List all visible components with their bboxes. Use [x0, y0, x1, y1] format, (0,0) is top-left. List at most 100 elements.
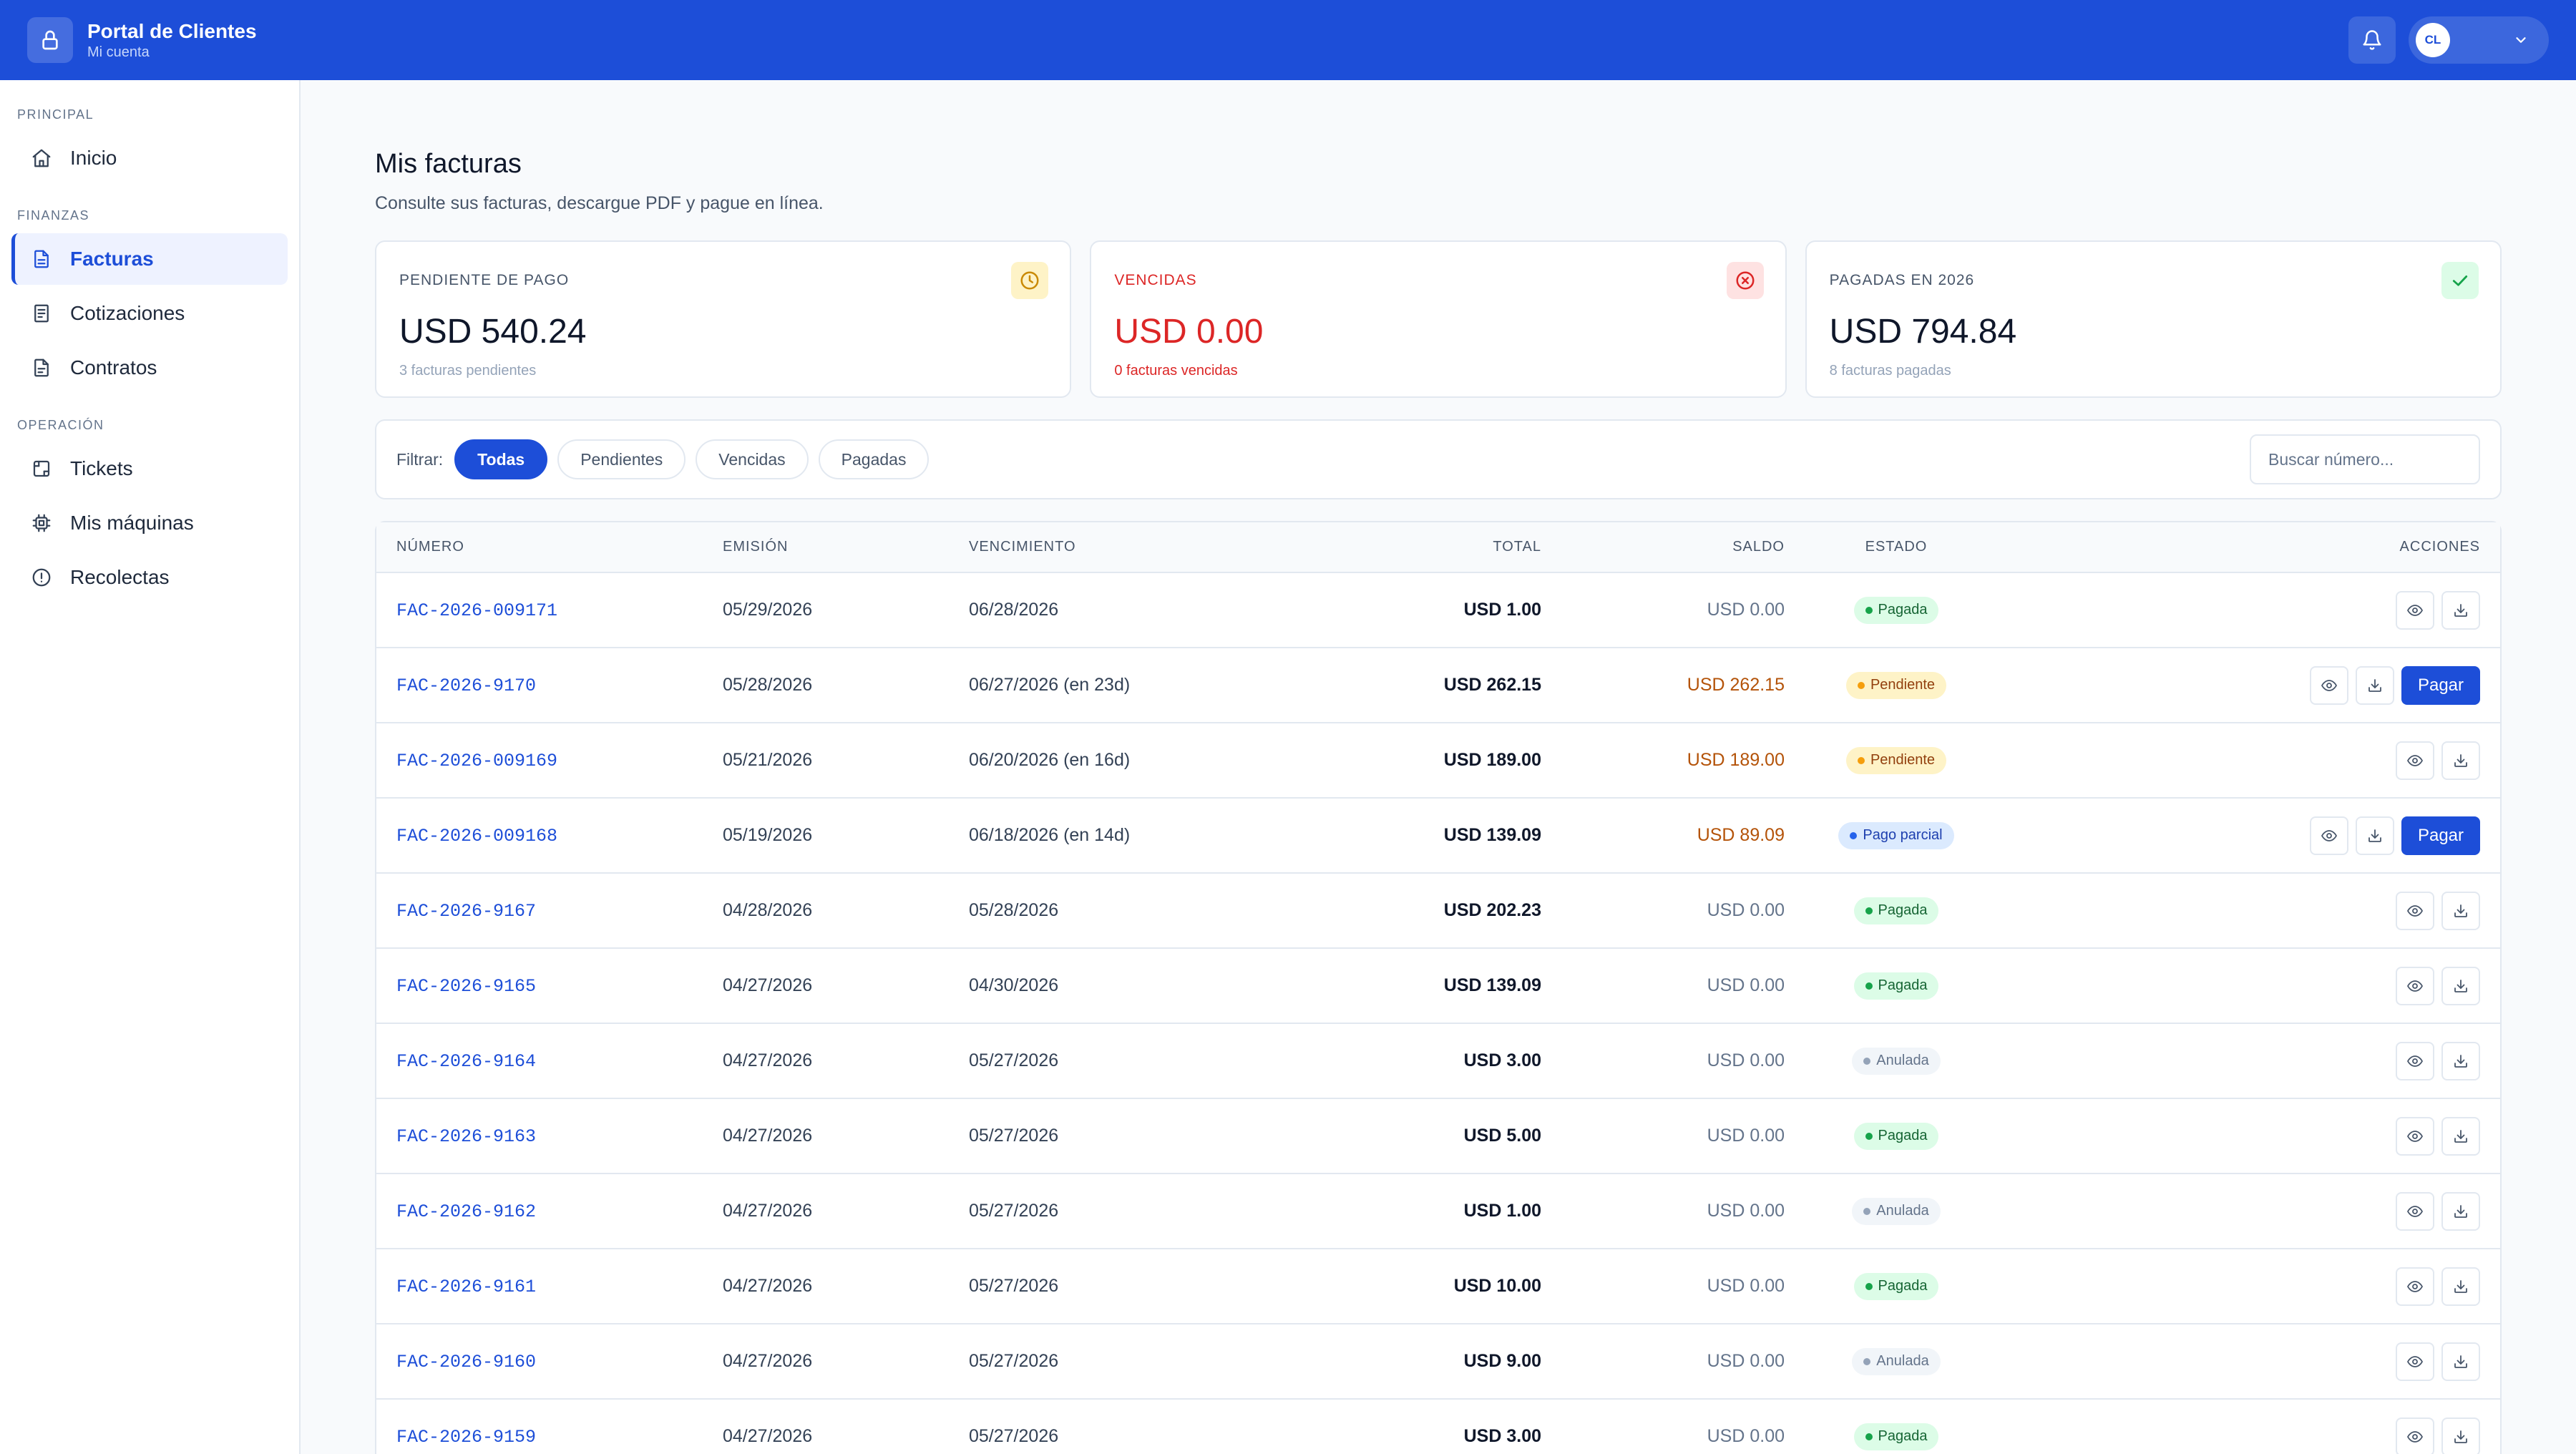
- download-button[interactable]: [2441, 1342, 2480, 1381]
- invoice-number-link[interactable]: FAC-2026-9162: [396, 1201, 537, 1222]
- download-button[interactable]: [2441, 1116, 2480, 1156]
- invoice-number-link[interactable]: FAC-2026-9170: [396, 675, 537, 696]
- download-icon: [2452, 602, 2469, 619]
- column-header-vencimiento[interactable]: VENCIMIENTO: [969, 522, 1277, 573]
- invoice-number-link[interactable]: FAC-2026-9163: [396, 1126, 537, 1147]
- cell-total: USD 139.09: [1277, 948, 1541, 1024]
- invoice-number-link[interactable]: FAC-2026-9164: [396, 1050, 537, 1072]
- view-button[interactable]: [2396, 1041, 2434, 1080]
- cell-vencimiento: 06/28/2026: [969, 572, 1277, 648]
- cell-numero: FAC-2026-9160: [376, 1324, 723, 1400]
- status-dot: [1863, 1207, 1871, 1215]
- lock-icon: [27, 17, 73, 63]
- sidebar-item-facturas[interactable]: Facturas: [11, 233, 288, 285]
- filter-chip-vencidas[interactable]: Vencidas: [696, 439, 809, 479]
- filter-chip-todas[interactable]: Todas: [454, 439, 548, 479]
- sidebar-item-recolectas[interactable]: Recolectas: [11, 552, 288, 603]
- sidebar-section-label: OPERACIÓN: [17, 418, 104, 432]
- download-button[interactable]: [2441, 1191, 2480, 1231]
- download-button[interactable]: [2441, 1267, 2480, 1306]
- column-header-emision[interactable]: EMISIÓN: [723, 522, 969, 573]
- filter-chip-pagadas[interactable]: Pagadas: [818, 439, 930, 479]
- download-button[interactable]: [2441, 1417, 2480, 1454]
- eye-icon: [2406, 977, 2424, 995]
- sidebar-item-label: Facturas: [70, 248, 154, 270]
- invoice-number-link[interactable]: FAC-2026-9161: [396, 1276, 537, 1297]
- invoice-number-link[interactable]: FAC-2026-9165: [396, 975, 537, 997]
- sidebar-item-contratos[interactable]: Contratos: [11, 342, 288, 394]
- download-button[interactable]: [2441, 891, 2480, 930]
- table-row: FAC-2026-009168 05/19/2026 06/18/2026 (en …: [376, 798, 2500, 874]
- document-icon: [30, 248, 53, 270]
- invoice-number-link[interactable]: FAC-2026-009169: [396, 750, 558, 771]
- eye-icon: [2406, 1353, 2424, 1370]
- view-button[interactable]: [2310, 816, 2348, 855]
- sidebar-item-mis-maquinas[interactable]: Mis máquinas: [11, 497, 288, 549]
- overdue-card: VENCIDAS USD 0.00 0 facturas vencidas: [1090, 240, 1787, 398]
- search-input[interactable]: [2250, 434, 2480, 484]
- invoice-number-link[interactable]: FAC-2026-009168: [396, 825, 558, 846]
- cell-emision: 05/19/2026: [723, 798, 969, 874]
- filter-chip-pendientes[interactable]: Pendientes: [557, 439, 686, 479]
- view-button[interactable]: [2396, 1417, 2434, 1454]
- view-button[interactable]: [2396, 1267, 2434, 1306]
- cell-acciones: [1979, 1174, 2500, 1249]
- sidebar-item-label: Inicio: [70, 147, 117, 169]
- view-button[interactable]: [2396, 1191, 2434, 1231]
- column-header-saldo[interactable]: SALDO: [1541, 522, 1785, 573]
- cell-vencimiento: 05/28/2026: [969, 873, 1277, 949]
- status-label: Pendiente: [1870, 677, 1936, 693]
- page-subtitle: Consulte sus facturas, descargue PDF y p…: [375, 193, 824, 213]
- view-button[interactable]: [2396, 891, 2434, 930]
- clock-icon: [1011, 262, 1049, 299]
- view-button[interactable]: [2310, 665, 2348, 705]
- column-header-total[interactable]: TOTAL: [1277, 522, 1541, 573]
- cell-vencimiento: 06/18/2026 (en 14d): [969, 798, 1277, 874]
- invoice-number-link[interactable]: FAC-2026-9160: [396, 1351, 537, 1372]
- column-header-numero[interactable]: NÚMERO: [376, 522, 723, 573]
- column-header-estado[interactable]: ESTADO: [1785, 522, 1979, 573]
- chevron-down-icon: [2516, 37, 2526, 43]
- sidebar-item-label: Mis máquinas: [70, 512, 194, 534]
- download-button[interactable]: [2356, 816, 2394, 855]
- download-button[interactable]: [2441, 590, 2480, 630]
- download-button[interactable]: [2441, 741, 2480, 780]
- cell-saldo: USD 262.15: [1541, 648, 1785, 723]
- view-button[interactable]: [2396, 741, 2434, 780]
- view-button[interactable]: [2396, 966, 2434, 1005]
- user-menu-button[interactable]: CL: [2409, 16, 2549, 64]
- pay-button[interactable]: Pagar: [2401, 816, 2480, 855]
- status-badge: Pagada: [1853, 972, 1939, 1000]
- invoice-number-link[interactable]: FAC-2026-009171: [396, 600, 558, 621]
- cell-saldo: USD 0.00: [1541, 1399, 1785, 1454]
- cell-estado: Anulada: [1785, 1324, 1979, 1400]
- pay-button[interactable]: Pagar: [2401, 665, 2480, 705]
- sidebar-item-cotizaciones[interactable]: Cotizaciones: [11, 288, 288, 339]
- download-button[interactable]: [2441, 966, 2480, 1005]
- cell-vencimiento: 05/27/2026: [969, 1399, 1277, 1454]
- notifications-button[interactable]: [2348, 16, 2396, 64]
- view-button[interactable]: [2396, 1342, 2434, 1381]
- sidebar-item-tickets[interactable]: Tickets: [11, 443, 288, 494]
- card-foot: 8 facturas pagadas: [1829, 363, 1951, 379]
- download-button[interactable]: [2356, 665, 2394, 705]
- cell-estado: Anulada: [1785, 1023, 1979, 1099]
- download-icon: [2452, 1353, 2469, 1370]
- download-button[interactable]: [2441, 1041, 2480, 1080]
- invoice-number-link[interactable]: FAC-2026-9167: [396, 900, 537, 922]
- paid-card: PAGADAS EN 2026 USD 794.84 8 facturas pa…: [1805, 240, 2502, 398]
- cell-numero: FAC-2026-9167: [376, 873, 723, 949]
- check-icon: [2441, 262, 2479, 299]
- sidebar-item-inicio[interactable]: Inicio: [11, 132, 288, 184]
- cell-numero: FAC-2026-009168: [376, 798, 723, 874]
- cell-total: USD 262.15: [1277, 648, 1541, 723]
- cell-numero: FAC-2026-9163: [376, 1098, 723, 1174]
- invoice-number-link[interactable]: FAC-2026-9159: [396, 1426, 537, 1448]
- cell-vencimiento: 05/27/2026: [969, 1098, 1277, 1174]
- download-icon: [2452, 752, 2469, 769]
- cell-acciones: [1979, 1324, 2500, 1400]
- sidebar-item-label: Recolectas: [70, 566, 170, 588]
- view-button[interactable]: [2396, 1116, 2434, 1156]
- cell-acciones: [1979, 873, 2500, 949]
- view-button[interactable]: [2396, 590, 2434, 630]
